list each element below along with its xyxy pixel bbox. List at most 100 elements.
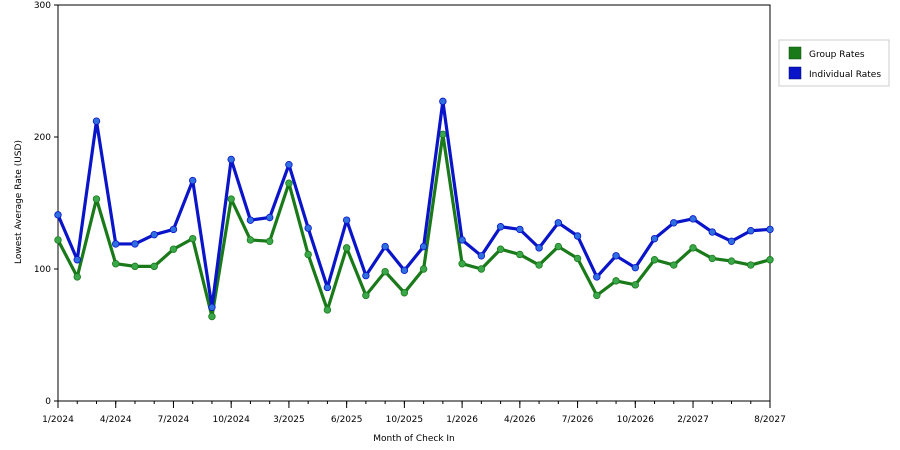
x-tick-label: 6/2025 bbox=[331, 415, 363, 425]
data-point-group-rates bbox=[285, 179, 293, 187]
legend-label-group-rates: Group Rates bbox=[809, 50, 865, 60]
x-tick-label: 10/2025 bbox=[386, 415, 423, 425]
data-point-individual-rates bbox=[112, 240, 120, 248]
data-point-group-rates bbox=[554, 242, 563, 251]
data-point-individual-rates bbox=[189, 176, 197, 185]
x-tick-label: 1/2024 bbox=[42, 415, 74, 425]
data-point-individual-rates bbox=[265, 213, 274, 222]
data-point-individual-rates bbox=[689, 215, 697, 223]
data-point-group-rates bbox=[573, 254, 582, 263]
x-axis-label: Month of Check In bbox=[373, 434, 455, 444]
data-point-group-rates bbox=[631, 281, 639, 289]
data-point-group-rates bbox=[612, 277, 620, 285]
data-point-group-rates bbox=[342, 244, 351, 252]
data-point-individual-rates bbox=[54, 211, 62, 219]
data-point-group-rates bbox=[189, 234, 197, 243]
data-point-individual-rates bbox=[650, 234, 659, 243]
data-point-group-rates bbox=[747, 261, 755, 269]
data-point-group-rates bbox=[208, 312, 216, 321]
data-point-group-rates bbox=[670, 261, 678, 269]
data-point-individual-rates bbox=[208, 303, 216, 311]
data-point-individual-rates bbox=[304, 224, 312, 232]
data-point-group-rates bbox=[92, 195, 101, 203]
data-point-group-rates bbox=[169, 245, 178, 253]
data-point-group-rates bbox=[439, 130, 447, 139]
data-point-individual-rates bbox=[323, 283, 332, 292]
data-point-individual-rates bbox=[400, 266, 409, 275]
data-point-individual-rates bbox=[419, 242, 428, 251]
data-point-group-rates bbox=[112, 260, 120, 268]
data-point-group-rates bbox=[766, 256, 774, 264]
x-tick-label: 4/2024 bbox=[100, 415, 132, 425]
x-tick-label: 3/2025 bbox=[273, 415, 305, 425]
data-point-group-rates bbox=[73, 273, 81, 281]
data-point-individual-rates bbox=[73, 256, 81, 264]
legend-swatch-individual-rates bbox=[788, 66, 802, 80]
data-point-group-rates bbox=[496, 245, 505, 253]
x-tick-label: 10/2024 bbox=[212, 415, 250, 425]
data-point-group-rates bbox=[323, 306, 332, 314]
legend-label-individual-rates: Individual Rates bbox=[809, 70, 881, 80]
data-point-individual-rates bbox=[169, 225, 178, 234]
data-point-individual-rates bbox=[516, 225, 524, 234]
data-point-group-rates bbox=[708, 254, 716, 263]
legend: Group Rates Individual Rates bbox=[778, 39, 890, 87]
x-tick-label: 7/2024 bbox=[158, 415, 190, 425]
data-point-individual-rates bbox=[593, 273, 601, 281]
x-tick-label: 4/2026 bbox=[504, 415, 536, 425]
data-point-individual-rates bbox=[766, 225, 774, 234]
data-point-individual-rates bbox=[631, 263, 639, 272]
series-line-individual-rates bbox=[56, 99, 771, 309]
data-point-individual-rates bbox=[708, 228, 716, 236]
y-tick-label: 0 bbox=[45, 397, 51, 407]
data-point-group-rates bbox=[246, 236, 255, 244]
data-point-individual-rates bbox=[477, 252, 486, 260]
data-point-individual-rates bbox=[92, 117, 101, 125]
axes-layer: 0 100 200 300 1/2024 4/2024 7/2024 10/2024 3/202… bbox=[34, 1, 786, 425]
data-point-individual-rates bbox=[727, 237, 736, 245]
data-point-group-rates bbox=[419, 265, 428, 273]
data-point-individual-rates bbox=[612, 252, 620, 260]
data-point-individual-rates bbox=[670, 219, 678, 227]
data-point-group-rates bbox=[650, 256, 659, 264]
y-tick-label: 100 bbox=[34, 265, 51, 275]
data-point-individual-rates bbox=[362, 271, 370, 280]
data-point-individual-rates bbox=[227, 155, 235, 164]
y-axis-label: Lowest Average Rate (USD) bbox=[14, 140, 24, 264]
data-point-group-rates bbox=[265, 237, 274, 245]
data-point-individual-rates bbox=[458, 236, 466, 244]
y-tick-label: 300 bbox=[34, 1, 51, 11]
data-point-group-rates bbox=[477, 265, 486, 273]
data-point-individual-rates bbox=[285, 161, 293, 169]
y-tick-label: 200 bbox=[34, 133, 51, 143]
data-point-group-rates bbox=[689, 244, 697, 252]
series-layer bbox=[54, 97, 774, 321]
data-point-group-rates bbox=[400, 289, 409, 297]
data-point-individual-rates bbox=[150, 230, 158, 239]
data-point-group-rates bbox=[362, 291, 370, 300]
data-point-group-rates bbox=[227, 195, 235, 203]
data-point-individual-rates bbox=[747, 227, 755, 235]
x-tick-label: 8/2027 bbox=[754, 415, 786, 425]
data-point-group-rates bbox=[54, 236, 62, 244]
data-point-individual-rates bbox=[496, 223, 505, 231]
data-point-group-rates bbox=[727, 257, 736, 265]
data-point-group-rates bbox=[131, 262, 139, 271]
data-point-group-rates bbox=[516, 250, 524, 259]
data-point-individual-rates bbox=[573, 232, 582, 240]
data-point-individual-rates bbox=[342, 216, 351, 224]
x-tick-label: 7/2026 bbox=[562, 415, 594, 425]
data-point-group-rates bbox=[535, 261, 543, 269]
x-tick-label: 2/2027 bbox=[677, 415, 709, 425]
data-point-individual-rates bbox=[131, 240, 139, 248]
data-point-group-rates bbox=[304, 250, 312, 259]
data-point-individual-rates bbox=[554, 219, 563, 227]
data-point-individual-rates bbox=[535, 244, 543, 252]
data-point-group-rates bbox=[593, 291, 601, 300]
x-tick-label: 10/2026 bbox=[617, 415, 655, 425]
plot-frame bbox=[57, 4, 771, 402]
data-point-group-rates bbox=[381, 267, 389, 276]
data-point-group-rates bbox=[458, 260, 466, 268]
x-tick-label: 1/2026 bbox=[446, 415, 478, 425]
